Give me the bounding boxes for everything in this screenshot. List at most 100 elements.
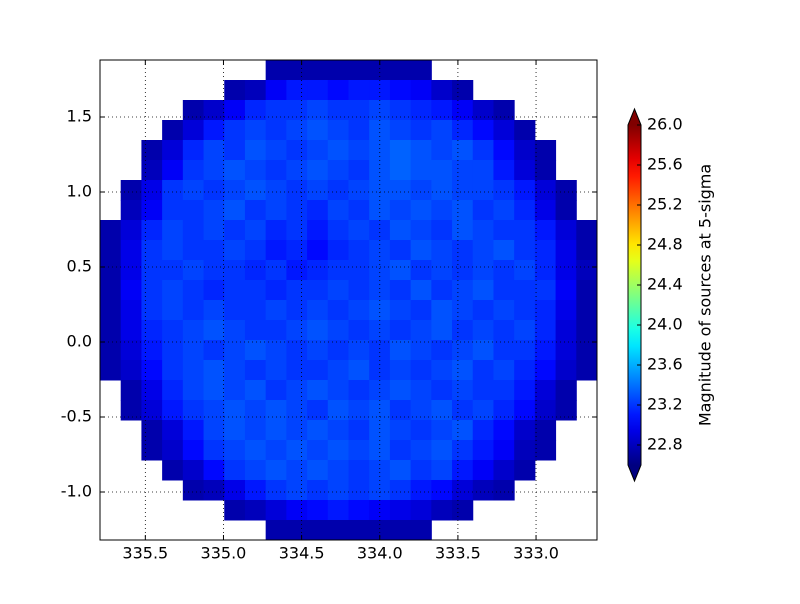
heatmap-cell [348, 180, 370, 201]
heatmap-cell [120, 340, 142, 361]
heatmap-cell [431, 220, 453, 241]
heatmap-cell [472, 240, 494, 261]
colorbar-tick-label: 24.8 [647, 235, 683, 254]
heatmap-cell [452, 220, 474, 241]
heatmap-cell [493, 200, 515, 221]
heatmap-cell [224, 300, 246, 321]
heatmap-cell [327, 60, 349, 81]
heatmap-cell [286, 260, 308, 281]
heatmap-cell [120, 380, 142, 401]
heatmap-cell [431, 280, 453, 301]
heatmap-cell [389, 180, 412, 201]
heatmap-cell [348, 100, 370, 121]
heatmap-cell [327, 120, 349, 141]
heatmap-cell [431, 340, 453, 361]
heatmap-cell [452, 120, 474, 141]
y-tick-label: 1.0 [67, 182, 92, 201]
heatmap-cell [265, 420, 287, 441]
heatmap-cell [369, 400, 391, 421]
heatmap-cell [224, 500, 246, 521]
heatmap-cell [514, 120, 536, 141]
heatmap-cell [307, 80, 329, 101]
heatmap-cell [431, 240, 453, 261]
heatmap-cell [307, 60, 329, 81]
heatmap-cell [203, 400, 225, 421]
heatmap-cell [389, 520, 412, 541]
heatmap-cell [307, 240, 329, 261]
heatmap-cell [100, 360, 122, 381]
heatmap-cell [224, 160, 246, 181]
heatmap-cell [141, 340, 163, 361]
heatmap-cell [410, 320, 432, 341]
heatmap-cell [555, 220, 577, 241]
heatmap-cell [514, 280, 536, 301]
heatmap-cell [265, 220, 287, 241]
heatmap-cell [286, 280, 308, 301]
heatmap-cell [162, 120, 184, 141]
heatmap-cell [265, 160, 287, 181]
heatmap-cell [244, 220, 267, 241]
heatmap-cell [265, 320, 287, 341]
heatmap-cell [348, 60, 370, 81]
heatmap-cell [514, 380, 536, 401]
heatmap-cell [244, 260, 267, 281]
heatmap-cell [286, 100, 308, 121]
heatmap-cell [348, 140, 370, 161]
heatmap-cell [472, 280, 494, 301]
heatmap-cell [472, 200, 494, 221]
heatmap-cell [120, 180, 142, 201]
heatmap-cell [369, 240, 391, 261]
heatmap-cell [244, 140, 267, 161]
heatmap-cell [410, 180, 432, 201]
heatmap-cell [327, 180, 349, 201]
heatmap-cell [265, 440, 287, 461]
heatmap-cell [431, 140, 453, 161]
heatmap-cell [410, 200, 432, 221]
heatmap-cell [244, 400, 267, 421]
heatmap-cell [534, 180, 557, 201]
heatmap-cell [327, 460, 349, 481]
heatmap-cell [555, 240, 577, 261]
heatmap-cell [203, 480, 225, 501]
heatmap-cell [203, 420, 225, 441]
heatmap-cell [452, 420, 474, 441]
heatmap-cell [493, 120, 515, 141]
heatmap-cell [514, 180, 536, 201]
heatmap-cell [493, 380, 515, 401]
y-tick-label: -0.5 [61, 407, 92, 426]
heatmap-cell [534, 220, 557, 241]
heatmap-cell [100, 320, 122, 341]
heatmap-cell [307, 100, 329, 121]
heatmap-cell [431, 480, 453, 501]
heatmap-cell [493, 180, 515, 201]
heatmap-cell [555, 280, 577, 301]
heatmap-cell [410, 420, 432, 441]
heatmap-cell [534, 160, 557, 181]
heatmap-cell [348, 480, 370, 501]
heatmap-cell [493, 160, 515, 181]
heatmap-cell [410, 480, 432, 501]
heatmap-cell [244, 120, 267, 141]
heatmap-cell [286, 340, 308, 361]
heatmap-cell [224, 240, 246, 261]
heatmap-cell [265, 500, 287, 521]
heatmap-cell [224, 340, 246, 361]
x-tick-label: 335.5 [122, 544, 168, 563]
heatmap-cell [410, 260, 432, 281]
heatmap-cell [203, 120, 225, 141]
heatmap-cell [244, 320, 267, 341]
heatmap-cell [472, 440, 494, 461]
heatmap-cell [224, 80, 246, 101]
heatmap-cell [141, 300, 163, 321]
heatmap-cell [410, 160, 432, 181]
heatmap-cell [389, 420, 412, 441]
heatmap-cell [452, 160, 474, 181]
heatmap-cell [389, 360, 412, 381]
heatmap-cell [389, 340, 412, 361]
colorbar-tick-label: 26.0 [647, 115, 683, 134]
heatmap-cell [244, 180, 267, 201]
heatmap-cell [307, 360, 329, 381]
heatmap-cell [555, 180, 577, 201]
heatmap-cell [307, 320, 329, 341]
heatmap-cell [141, 360, 163, 381]
